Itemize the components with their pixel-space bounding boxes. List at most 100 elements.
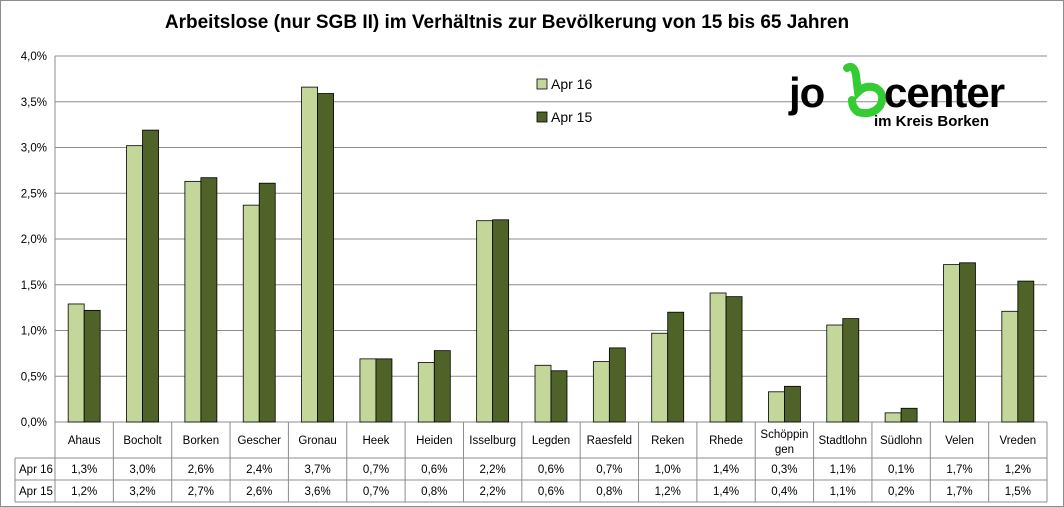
table-row-header: Apr 16 xyxy=(19,464,53,476)
table-value: 3,2% xyxy=(129,486,155,498)
category-label: Stadtlohn xyxy=(818,435,867,447)
bar-apr-16 xyxy=(476,220,494,423)
bar-apr-15 xyxy=(142,129,159,423)
y-tick-label: 1,5% xyxy=(21,280,47,292)
bar-apr-16 xyxy=(768,391,785,423)
table-value: 2,2% xyxy=(480,486,506,498)
category-label: Raesfeld xyxy=(587,435,632,447)
table-value: 0,8% xyxy=(421,486,447,498)
bar-apr-15 xyxy=(608,347,626,423)
table-value: 2,6% xyxy=(246,486,272,498)
category-label: Heiden xyxy=(416,435,452,447)
table-value: 2,4% xyxy=(246,464,272,476)
bar-apr-16 xyxy=(1001,310,1019,423)
y-tick-label: 3,0% xyxy=(21,143,47,155)
table-value: 1,2% xyxy=(1005,464,1031,476)
table-value: 1,1% xyxy=(830,464,856,476)
category-label: Vreden xyxy=(999,435,1036,447)
table-value: 1,4% xyxy=(713,464,739,476)
table-row-header: Apr 15 xyxy=(19,486,53,498)
legend-label: Apr 15 xyxy=(551,109,592,125)
chart-title: Arbeitslose (nur SGB II) im Verhältnis z… xyxy=(164,12,850,33)
bar-apr-15 xyxy=(200,177,218,423)
legend-swatch xyxy=(536,111,548,123)
table-value: 0,8% xyxy=(596,486,622,498)
category-label: Rhede xyxy=(709,435,743,447)
bar-apr-16 xyxy=(651,332,669,423)
table-value: 0,4% xyxy=(771,486,797,498)
table-value: 1,7% xyxy=(946,464,972,476)
logo-accent-b xyxy=(843,62,887,118)
table-value: 2,2% xyxy=(480,464,506,476)
bar-apr-16 xyxy=(301,86,318,423)
logo-text-part: jo xyxy=(788,69,825,116)
logo-subtitle: im Kreis Borken xyxy=(874,113,989,130)
table-value: 1,1% xyxy=(830,486,856,498)
logo-text-part: center xyxy=(884,69,1005,116)
bar-apr-15 xyxy=(550,370,568,423)
table-value: 1,2% xyxy=(655,486,681,498)
bar-apr-16 xyxy=(884,412,902,423)
category-label-line: gen xyxy=(775,444,794,456)
table-value: 0,6% xyxy=(421,464,447,476)
bar-apr-16 xyxy=(126,145,143,423)
category-label: Südlohn xyxy=(880,435,922,447)
bar-apr-16 xyxy=(826,324,844,423)
bar-apr-15 xyxy=(900,407,918,423)
table-value: 1,3% xyxy=(71,464,97,476)
category-label: Heek xyxy=(363,435,390,447)
bar-apr-16 xyxy=(67,303,85,423)
bar-apr-15 xyxy=(258,182,276,423)
y-tick-label: 0,5% xyxy=(21,371,47,383)
category-label-line: Schöppin xyxy=(760,429,808,441)
table-value: 0,3% xyxy=(771,464,797,476)
category-label: Isselburg xyxy=(469,435,516,447)
y-tick-label: 1,0% xyxy=(21,326,47,338)
bar-apr-15 xyxy=(492,219,510,423)
category-label: Gronau xyxy=(298,435,336,447)
bar-apr-15 xyxy=(1017,280,1035,423)
table-value: 0,1% xyxy=(888,464,914,476)
y-tick-label: 4,0% xyxy=(21,51,47,63)
bar-apr-15 xyxy=(83,309,101,423)
category-label: Bocholt xyxy=(123,435,162,447)
table-value: 2,7% xyxy=(188,486,214,498)
bar-apr-15 xyxy=(317,93,334,423)
bar-apr-16 xyxy=(943,264,960,423)
table-value: 1,0% xyxy=(655,464,681,476)
category-label: Gescher xyxy=(238,435,282,447)
category-label: Legden xyxy=(532,435,570,447)
bar-apr-15 xyxy=(725,296,743,423)
bar-apr-16 xyxy=(242,204,260,423)
legend-swatch xyxy=(536,78,548,90)
bar-apr-15 xyxy=(375,358,393,423)
table-value: 3,6% xyxy=(304,486,330,498)
bar-apr-16 xyxy=(184,180,202,423)
bar-apr-15 xyxy=(959,262,976,423)
bar-apr-15 xyxy=(667,311,685,423)
bar-apr-16 xyxy=(359,358,377,423)
y-tick-label: 0,0% xyxy=(21,417,47,429)
table-value: 3,0% xyxy=(129,464,155,476)
bar-apr-15 xyxy=(842,318,860,423)
table-value: 1,4% xyxy=(713,486,739,498)
y-tick-label: 2,5% xyxy=(21,188,47,200)
category-label: Reken xyxy=(651,435,684,447)
table-value: 0,7% xyxy=(596,464,622,476)
y-tick-label: 2,0% xyxy=(21,234,47,246)
bar-apr-15 xyxy=(433,350,451,423)
table-value: 3,7% xyxy=(304,464,330,476)
bar-apr-16 xyxy=(417,362,435,423)
bar-apr-16 xyxy=(709,292,727,423)
bar-apr-16 xyxy=(534,364,552,423)
table-value: 1,5% xyxy=(1005,486,1031,498)
category-label: Ahaus xyxy=(68,435,101,447)
bar-apr-16 xyxy=(592,361,610,423)
table-value: 0,7% xyxy=(363,464,389,476)
table-value: 0,7% xyxy=(363,486,389,498)
table-value: 1,7% xyxy=(946,486,972,498)
table-value: 0,2% xyxy=(888,486,914,498)
